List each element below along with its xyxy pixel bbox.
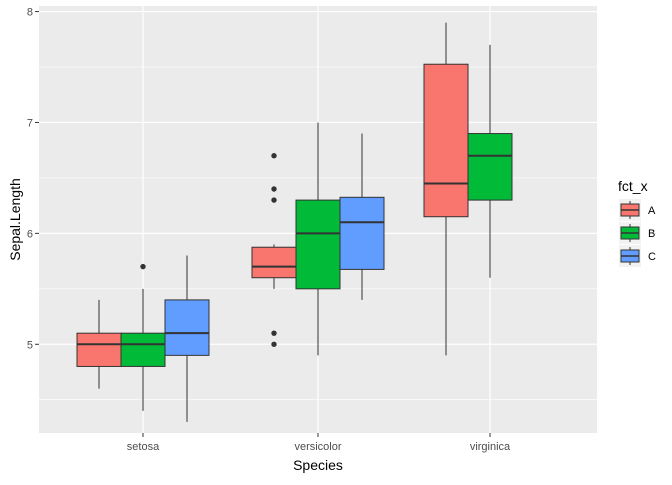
x-axis: setosa versicolor virginica <box>127 433 511 453</box>
box-A-setosa <box>76 299 122 389</box>
legend-key-C: C <box>619 245 656 267</box>
x-tick-label: setosa <box>127 441 160 453</box>
box-A-versicolor <box>251 153 297 347</box>
box-B-virginica <box>467 44 513 278</box>
outlier-point <box>271 330 277 336</box>
legend-key-B: B <box>619 222 655 244</box>
legend: fct_x ABC <box>618 178 656 267</box>
box-body <box>423 63 469 218</box>
box-body <box>467 133 513 201</box>
outlier-point <box>271 186 277 192</box>
outlier-point <box>271 197 277 203</box>
box-body <box>251 246 297 279</box>
boxes <box>76 22 513 422</box>
legend-key-A: A <box>619 199 656 221</box>
legend-title: fct_x <box>618 178 648 194</box>
box-body <box>295 199 341 290</box>
box-body <box>120 332 166 367</box>
outlier-point <box>271 341 277 347</box>
box-C-setosa <box>164 255 210 422</box>
outlier-point <box>271 153 277 159</box>
legend-label: C <box>648 251 656 263</box>
y-tick-label: 6 <box>27 228 33 240</box>
y-tick-label: 8 <box>27 7 33 19</box>
x-axis-title: Species <box>293 457 343 473</box>
legend-label: B <box>648 228 655 240</box>
y-tick-label: 7 <box>27 117 33 129</box>
box-body <box>164 299 210 356</box>
box-A-virginica <box>423 22 469 356</box>
legend-label: A <box>648 205 656 217</box>
outlier-point <box>140 263 146 270</box>
box-B-setosa <box>120 263 166 411</box>
y-axis-title: Sepal.Length <box>7 178 23 261</box>
box-B-versicolor <box>295 122 341 356</box>
y-axis: 5 6 7 8 <box>27 7 39 351</box>
y-tick-label: 5 <box>27 339 33 351</box>
x-tick-label: virginica <box>470 441 511 453</box>
box-body <box>76 332 122 367</box>
x-tick-label: versicolor <box>294 441 341 453</box>
box-body <box>339 196 385 270</box>
box-C-versicolor <box>339 133 385 300</box>
